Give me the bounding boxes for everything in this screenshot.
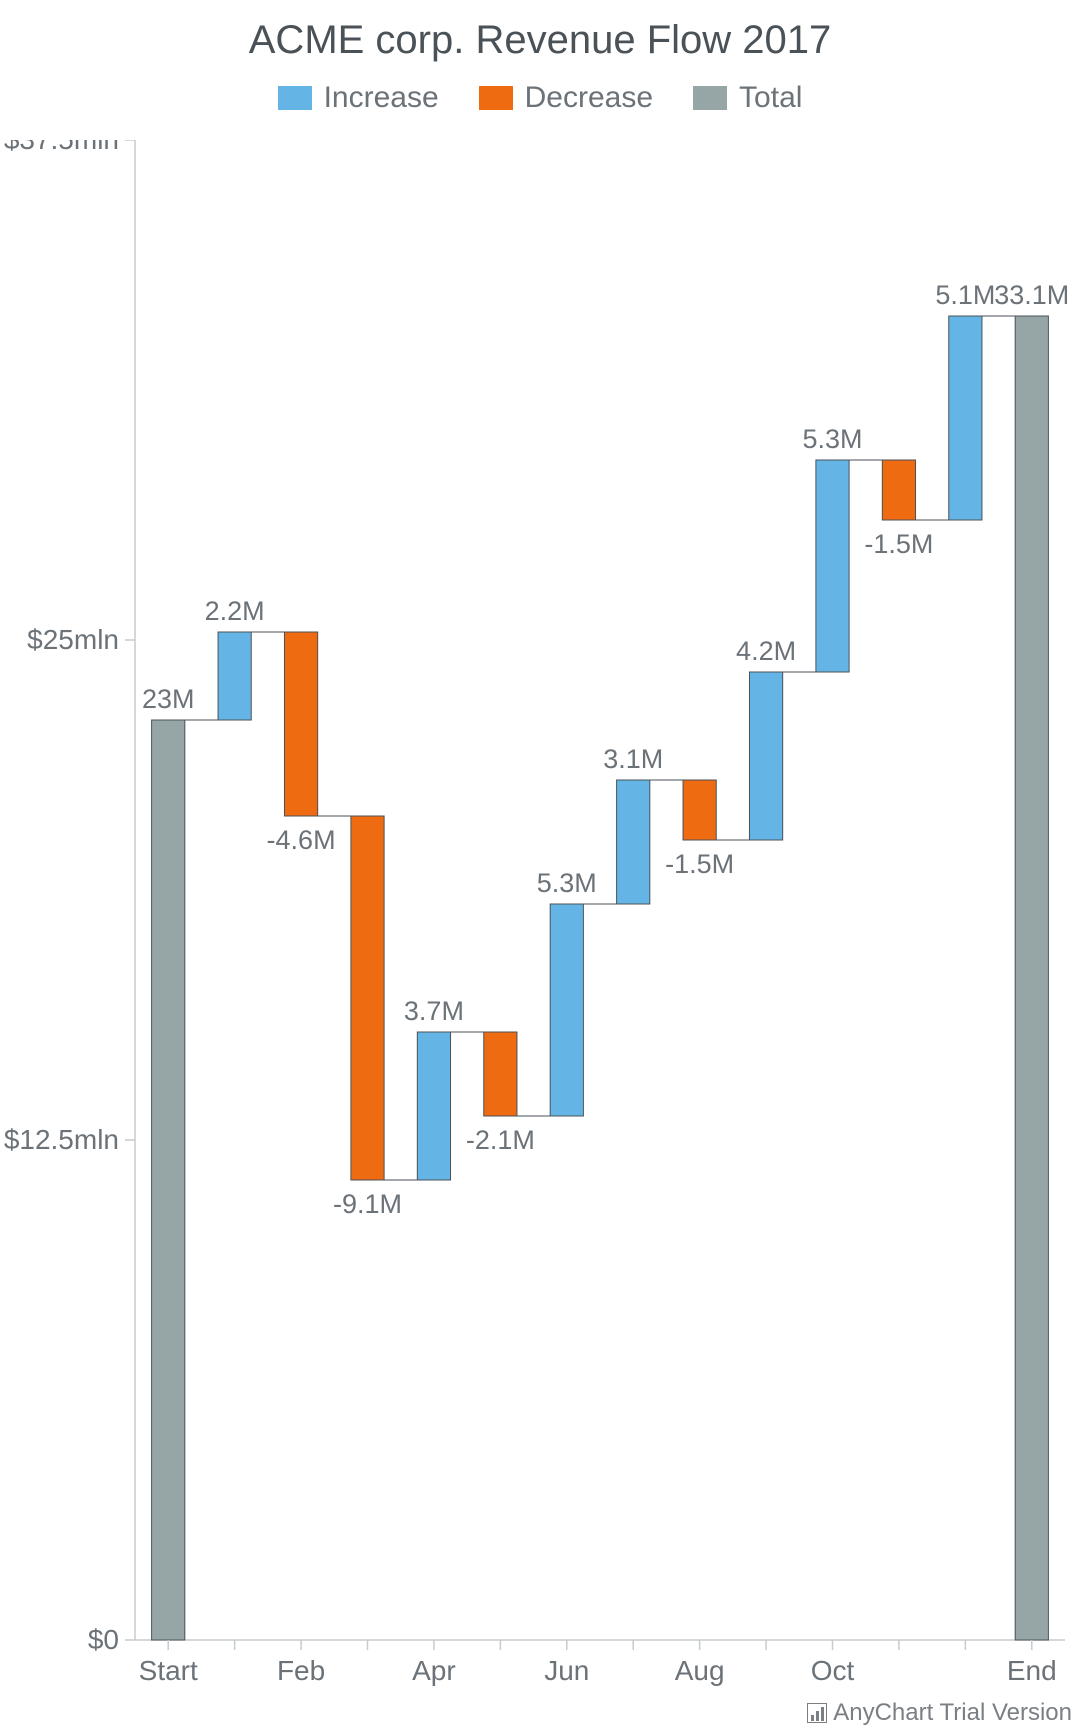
legend-swatch-decrease	[479, 86, 513, 110]
svg-text:4.2M: 4.2M	[736, 636, 796, 666]
watermark-text: AnyChart Trial Version	[833, 1699, 1072, 1727]
svg-text:5.1M: 5.1M	[935, 280, 995, 310]
svg-text:3.1M: 3.1M	[603, 744, 663, 774]
svg-text:Jun: Jun	[544, 1655, 589, 1686]
watermark[interactable]: AnyChart Trial Version	[807, 1699, 1072, 1727]
legend-item-increase[interactable]: Increase	[278, 81, 439, 115]
bar-chart-icon	[807, 1703, 827, 1723]
svg-text:33.1M: 33.1M	[994, 280, 1069, 310]
svg-text:23M: 23M	[142, 684, 195, 714]
svg-text:2.2M: 2.2M	[205, 596, 265, 626]
legend-item-total[interactable]: Total	[693, 81, 802, 115]
waterfall-svg: $0 $12.5mln $25mln $37.5mln 23M 2.2M -4.6M -9.1…	[0, 140, 1080, 1700]
svg-text:-4.6M: -4.6M	[267, 825, 336, 855]
svg-text:Start: Start	[139, 1655, 198, 1686]
chart-title: ACME corp. Revenue Flow 2017	[0, 0, 1080, 63]
svg-text:$37.5mln: $37.5mln	[4, 140, 119, 155]
svg-text:$25mln: $25mln	[27, 624, 119, 655]
svg-text:5.3M: 5.3M	[537, 868, 597, 898]
svg-text:End: End	[1007, 1655, 1057, 1686]
legend-label: Total	[739, 81, 802, 115]
legend-swatch-increase	[278, 86, 312, 110]
legend-label: Decrease	[525, 81, 653, 115]
svg-text:-1.5M: -1.5M	[665, 849, 734, 879]
legend-label: Increase	[324, 81, 439, 115]
svg-text:Oct: Oct	[811, 1655, 855, 1686]
legend-item-decrease[interactable]: Decrease	[479, 81, 653, 115]
svg-text:-1.5M: -1.5M	[864, 529, 933, 559]
legend: Increase Decrease Total	[0, 81, 1080, 115]
svg-text:Feb: Feb	[277, 1655, 325, 1686]
svg-text:-9.1M: -9.1M	[333, 1189, 402, 1219]
chart-container: { "title": "ACME corp. Revenue Flow 2017…	[0, 0, 1080, 1731]
plot-area: $0 $12.5mln $25mln $37.5mln 23M 2.2M -4.6M -9.1…	[0, 140, 1080, 1700]
svg-text:Apr: Apr	[412, 1655, 456, 1686]
svg-text:Aug: Aug	[675, 1655, 725, 1686]
legend-swatch-total	[693, 86, 727, 110]
svg-text:$0: $0	[88, 1624, 119, 1655]
svg-text:5.3M: 5.3M	[802, 424, 862, 454]
svg-text:$12.5mln: $12.5mln	[4, 1124, 119, 1155]
svg-text:-2.1M: -2.1M	[466, 1125, 535, 1155]
svg-text:3.7M: 3.7M	[404, 996, 464, 1026]
